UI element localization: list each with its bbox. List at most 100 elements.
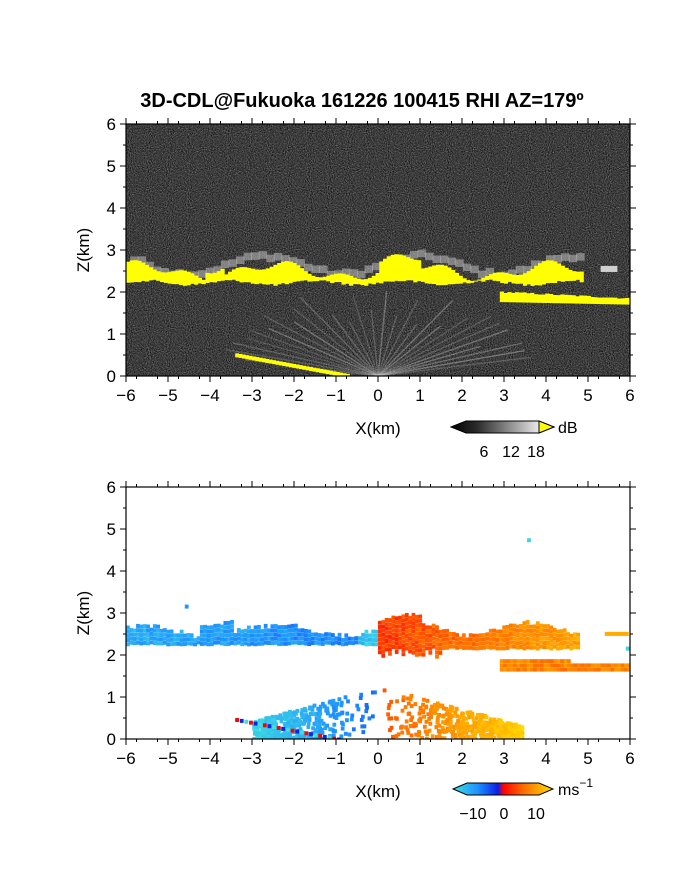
velocity-cell xyxy=(411,625,416,630)
velocity-cell xyxy=(532,632,537,637)
high-backscatter-cell xyxy=(522,292,527,303)
velocity-cell xyxy=(203,624,208,629)
high-backscatter-cell xyxy=(141,262,146,281)
ground-clutter-cell xyxy=(272,725,276,730)
velocity-cell xyxy=(287,624,292,629)
cloud-halo-cell xyxy=(311,265,321,274)
velocity-cell xyxy=(408,641,413,646)
velocity-cell xyxy=(506,736,510,739)
velocity-cell xyxy=(381,645,386,650)
velocity-cell xyxy=(314,640,318,645)
high-backscatter-cell xyxy=(231,269,237,280)
velocity-cell xyxy=(216,636,221,641)
high-backscatter-cell xyxy=(182,270,187,286)
velocity-cell xyxy=(435,717,440,722)
velocity-cell xyxy=(246,633,251,638)
velocity-cell xyxy=(420,736,424,739)
velocity-cell xyxy=(421,652,426,657)
velocity-cell xyxy=(287,641,292,646)
velocity-cell xyxy=(295,708,300,713)
high-backscatter-cell xyxy=(572,271,577,281)
velocity-cell xyxy=(455,714,459,719)
cloud-halo-cell xyxy=(160,267,169,276)
velocity-cell xyxy=(509,640,513,645)
velocity-cell xyxy=(422,697,426,702)
velocity-cell xyxy=(233,641,238,646)
velocity-cell xyxy=(139,628,144,633)
velocity-cell xyxy=(473,736,478,739)
velocity-cell xyxy=(417,711,422,716)
velocity-cell xyxy=(279,719,284,724)
velocity-cell xyxy=(266,720,271,725)
velocity-cell xyxy=(509,631,513,636)
high-backscatter-cell xyxy=(148,267,153,281)
velocity-cell xyxy=(523,663,528,668)
velocity-cell xyxy=(381,620,386,625)
velocity-cell xyxy=(331,705,336,710)
high-backscatter-cell xyxy=(390,254,395,282)
velocity-cell xyxy=(522,642,527,647)
velocity-cell xyxy=(404,629,409,634)
velocity-cell xyxy=(519,628,523,633)
velocity-cell xyxy=(253,625,258,630)
velocity-cell xyxy=(230,640,234,645)
velocity-cell xyxy=(425,633,429,638)
ground-clutter-cell xyxy=(262,358,266,363)
velocity-cell xyxy=(556,633,560,638)
velocity-cell xyxy=(404,719,409,724)
velocity-cell xyxy=(546,624,550,629)
velocity-cell xyxy=(532,645,537,650)
velocity-cell xyxy=(196,636,201,641)
velocity-cell xyxy=(361,637,365,642)
high-backscatter-cell xyxy=(492,272,497,281)
velocity-cell xyxy=(199,629,204,634)
velocity-cell xyxy=(497,733,502,738)
near-field-echo-ray xyxy=(377,300,454,376)
velocity-cell xyxy=(253,633,258,638)
velocity-cell xyxy=(136,640,140,645)
velocity-cell xyxy=(464,716,469,721)
velocity-cell xyxy=(453,736,458,739)
velocity-cell xyxy=(437,723,442,728)
velocity-cell xyxy=(431,644,436,649)
velocity-cell xyxy=(465,710,470,715)
velocity-cell xyxy=(398,632,402,637)
ground-clutter-cell xyxy=(336,371,340,376)
velocity-cell xyxy=(542,628,547,633)
ground-clutter-cell xyxy=(241,354,246,359)
velocity-cell xyxy=(404,646,409,651)
velocity-cell xyxy=(428,646,433,651)
velocity-cell xyxy=(523,659,528,664)
y-axis-label: Z(km) xyxy=(74,591,93,635)
velocity-cell xyxy=(394,645,399,650)
y-tick-label: 6 xyxy=(107,478,116,497)
velocity-cell xyxy=(472,633,476,638)
velocity-cell xyxy=(388,634,392,639)
velocity-cell xyxy=(250,629,255,634)
velocity-cell xyxy=(448,723,453,728)
velocity-cell xyxy=(506,663,511,668)
cloud-halo-cell xyxy=(137,256,147,264)
velocity-cell xyxy=(431,627,436,632)
velocity-cell xyxy=(278,713,283,718)
velocity-cell xyxy=(264,736,268,739)
high-backscatter-cell xyxy=(375,273,380,283)
high-backscatter-cell xyxy=(601,297,607,305)
velocity-cell xyxy=(388,622,392,627)
velocity-cell xyxy=(418,639,423,644)
velocity-cell xyxy=(403,705,408,710)
colorbar-bar xyxy=(451,782,555,796)
y-tick-label: 3 xyxy=(107,604,116,623)
velocity-cell xyxy=(414,723,418,728)
velocity-cell xyxy=(441,637,446,642)
cloud-halo-cell xyxy=(273,252,283,261)
velocity-cell xyxy=(448,719,453,724)
high-backscatter-cell xyxy=(367,277,373,284)
y-tick-label: 0 xyxy=(107,730,116,749)
velocity-cell xyxy=(274,722,279,727)
velocity-cell xyxy=(611,631,616,636)
velocity-cell xyxy=(464,730,469,735)
velocity-cell xyxy=(562,628,567,633)
high-backscatter-cell xyxy=(296,265,301,282)
